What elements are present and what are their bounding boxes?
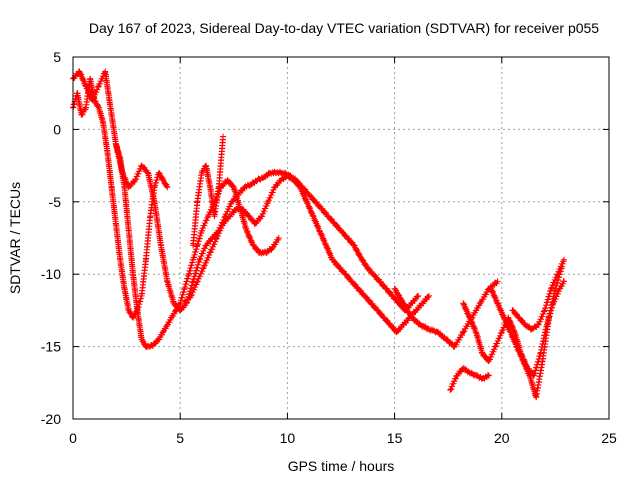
y-tick-label: 5 — [53, 49, 61, 65]
x-axis-label: GPS time / hours — [288, 458, 395, 474]
series-arc-6 — [447, 365, 492, 393]
series-arc-5 — [391, 278, 501, 350]
series-marker-trail — [392, 279, 500, 350]
x-tick-label: 15 — [387, 430, 403, 446]
plot-frame — [72, 56, 610, 420]
series-arc-10 — [190, 133, 227, 249]
series-arc-4 — [181, 172, 432, 336]
series-marker-trail — [182, 172, 432, 335]
x-tick-label: 25 — [601, 430, 617, 446]
series-marker-trail — [190, 133, 226, 247]
series-marker-trail — [447, 365, 491, 392]
series-arc-9 — [509, 256, 567, 333]
data-point — [425, 292, 432, 299]
series-marker-trail — [70, 75, 170, 320]
y-tick-label: 0 — [53, 121, 61, 137]
y-tick-label: -5 — [49, 194, 62, 210]
x-tick-label: 10 — [280, 430, 296, 446]
series-marker-trail — [488, 265, 565, 400]
y-tick-label: -20 — [41, 411, 61, 427]
y-axis-label: SDTVAR / TECUs — [7, 182, 23, 294]
series-marker-trail — [113, 142, 282, 351]
x-tick-label: 20 — [494, 430, 510, 446]
x-tick-label: 5 — [176, 430, 184, 446]
data-series — [70, 68, 567, 401]
y-tick-label: -10 — [41, 266, 61, 282]
y-tick-label: -15 — [41, 339, 61, 355]
series-marker-trail — [510, 258, 567, 333]
chart-title: Day 167 of 2023, Sidereal Day-to-day VTE… — [89, 20, 599, 36]
x-tick-label: 0 — [69, 430, 77, 446]
tick-labels: 0 5 10 15 20 25 5 0 -5 -10 -15 -20 — [41, 49, 617, 446]
